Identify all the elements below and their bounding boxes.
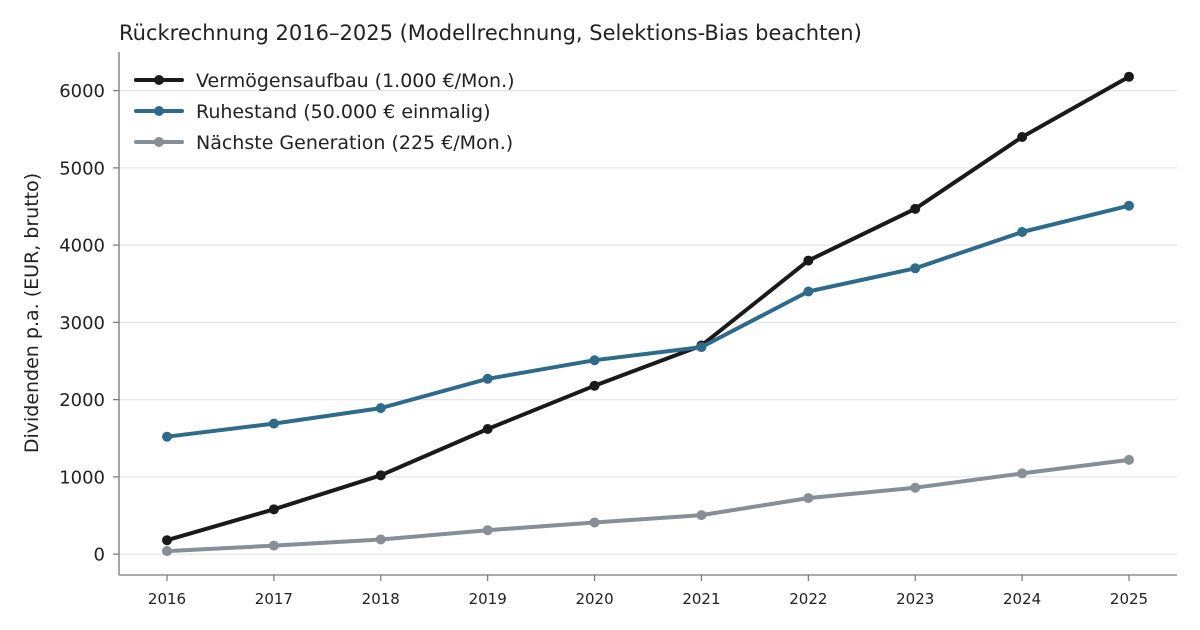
series-0-point-4 bbox=[589, 380, 600, 391]
series-1-point-8 bbox=[1017, 226, 1028, 237]
series-2-point-4 bbox=[589, 517, 600, 528]
series-1-point-6 bbox=[803, 286, 814, 297]
gridlines bbox=[119, 89, 1177, 555]
series-0-point-1 bbox=[268, 504, 279, 515]
legend-label-1: Ruhestand (50.000 € einmalig) bbox=[196, 101, 491, 123]
series-0-point-2 bbox=[375, 470, 386, 481]
legend-marker-2 bbox=[154, 137, 164, 147]
y-tick-label-3: 3000 bbox=[59, 313, 105, 334]
axes bbox=[113, 52, 1177, 581]
y-tick-label-0: 0 bbox=[94, 545, 105, 566]
series-2-point-5 bbox=[696, 510, 707, 521]
series-1-point-9 bbox=[1124, 200, 1134, 211]
series bbox=[162, 71, 1134, 557]
series-2-line bbox=[165, 457, 1131, 554]
series-0-point-7 bbox=[910, 203, 921, 214]
series-0-point-8 bbox=[1017, 131, 1028, 142]
x-tick-label-5: 2021 bbox=[682, 590, 720, 608]
x-tick-label-0: 2016 bbox=[148, 590, 186, 608]
series-2-point-6 bbox=[803, 493, 814, 504]
y-tick-label-1: 1000 bbox=[59, 467, 105, 488]
x-tick-label-6: 2022 bbox=[789, 590, 827, 608]
legend-label-0: Vermögensaufbau (1.000 €/Mon.) bbox=[196, 70, 515, 92]
y-axis-label: Dividenden p.a. (EUR, brutto) bbox=[21, 173, 43, 453]
x-tick-label-9: 2025 bbox=[1110, 590, 1148, 608]
x-tick-label-7: 2023 bbox=[896, 590, 934, 608]
series-1-line bbox=[165, 203, 1131, 439]
series-2-point-1 bbox=[268, 540, 279, 551]
legend-entry-0: Vermögensaufbau (1.000 €/Mon.) bbox=[134, 70, 515, 92]
series-0-point-3 bbox=[482, 423, 493, 434]
x-tick-labels: 2016 2017 2018 2019 2020 2021 2022 2023 2024 2025 bbox=[148, 590, 1148, 608]
series-0 bbox=[162, 71, 1134, 546]
y-tick-label-6: 6000 bbox=[59, 81, 105, 102]
x-tick-label-8: 2024 bbox=[1003, 590, 1041, 608]
series-2-point-9 bbox=[1124, 454, 1134, 465]
x-tick-label-4: 2020 bbox=[575, 590, 613, 608]
x-tick-label-2: 2018 bbox=[362, 590, 400, 608]
y-tick-label-5: 5000 bbox=[59, 158, 105, 179]
x-tick-label-3: 2019 bbox=[469, 590, 507, 608]
legend-label-2: Nächste Generation (225 €/Mon.) bbox=[196, 132, 513, 154]
series-2 bbox=[162, 454, 1134, 557]
series-0-point-0 bbox=[162, 535, 172, 546]
legend-marker-0 bbox=[154, 75, 164, 85]
chart-title: Rückrechnung 2016–2025 (Modellrechnung, … bbox=[119, 21, 862, 45]
legend: Vermögensaufbau (1.000 €/Mon.) Ruhestand … bbox=[134, 70, 515, 154]
legend-marker-1 bbox=[154, 106, 164, 116]
y-tick-label-4: 4000 bbox=[59, 236, 105, 257]
series-1-point-5 bbox=[696, 342, 707, 353]
legend-entry-2: Nächste Generation (225 €/Mon.) bbox=[134, 132, 513, 154]
series-1-point-4 bbox=[589, 355, 600, 366]
series-0-point-6 bbox=[803, 255, 814, 266]
series-0-point-9 bbox=[1124, 71, 1134, 82]
series-2-point-7 bbox=[910, 482, 921, 493]
series-1-point-3 bbox=[482, 373, 493, 384]
series-0-line bbox=[165, 74, 1131, 543]
legend-entry-1: Ruhestand (50.000 € einmalig) bbox=[134, 101, 491, 123]
y-tick-labels: 0 1000 2000 3000 4000 5000 6000 bbox=[59, 81, 105, 566]
y-tick-label-2: 2000 bbox=[59, 390, 105, 411]
series-2-point-0 bbox=[162, 546, 172, 557]
series-1-point-2 bbox=[375, 403, 386, 414]
series-1-point-7 bbox=[910, 263, 921, 274]
series-1-point-0 bbox=[162, 431, 172, 442]
series-2-point-3 bbox=[482, 525, 493, 536]
x-tick-label-1: 2017 bbox=[255, 590, 293, 608]
series-1-point-1 bbox=[268, 418, 279, 429]
series-2-point-2 bbox=[375, 534, 386, 545]
series-1 bbox=[162, 200, 1134, 442]
series-2-point-8 bbox=[1017, 468, 1028, 479]
